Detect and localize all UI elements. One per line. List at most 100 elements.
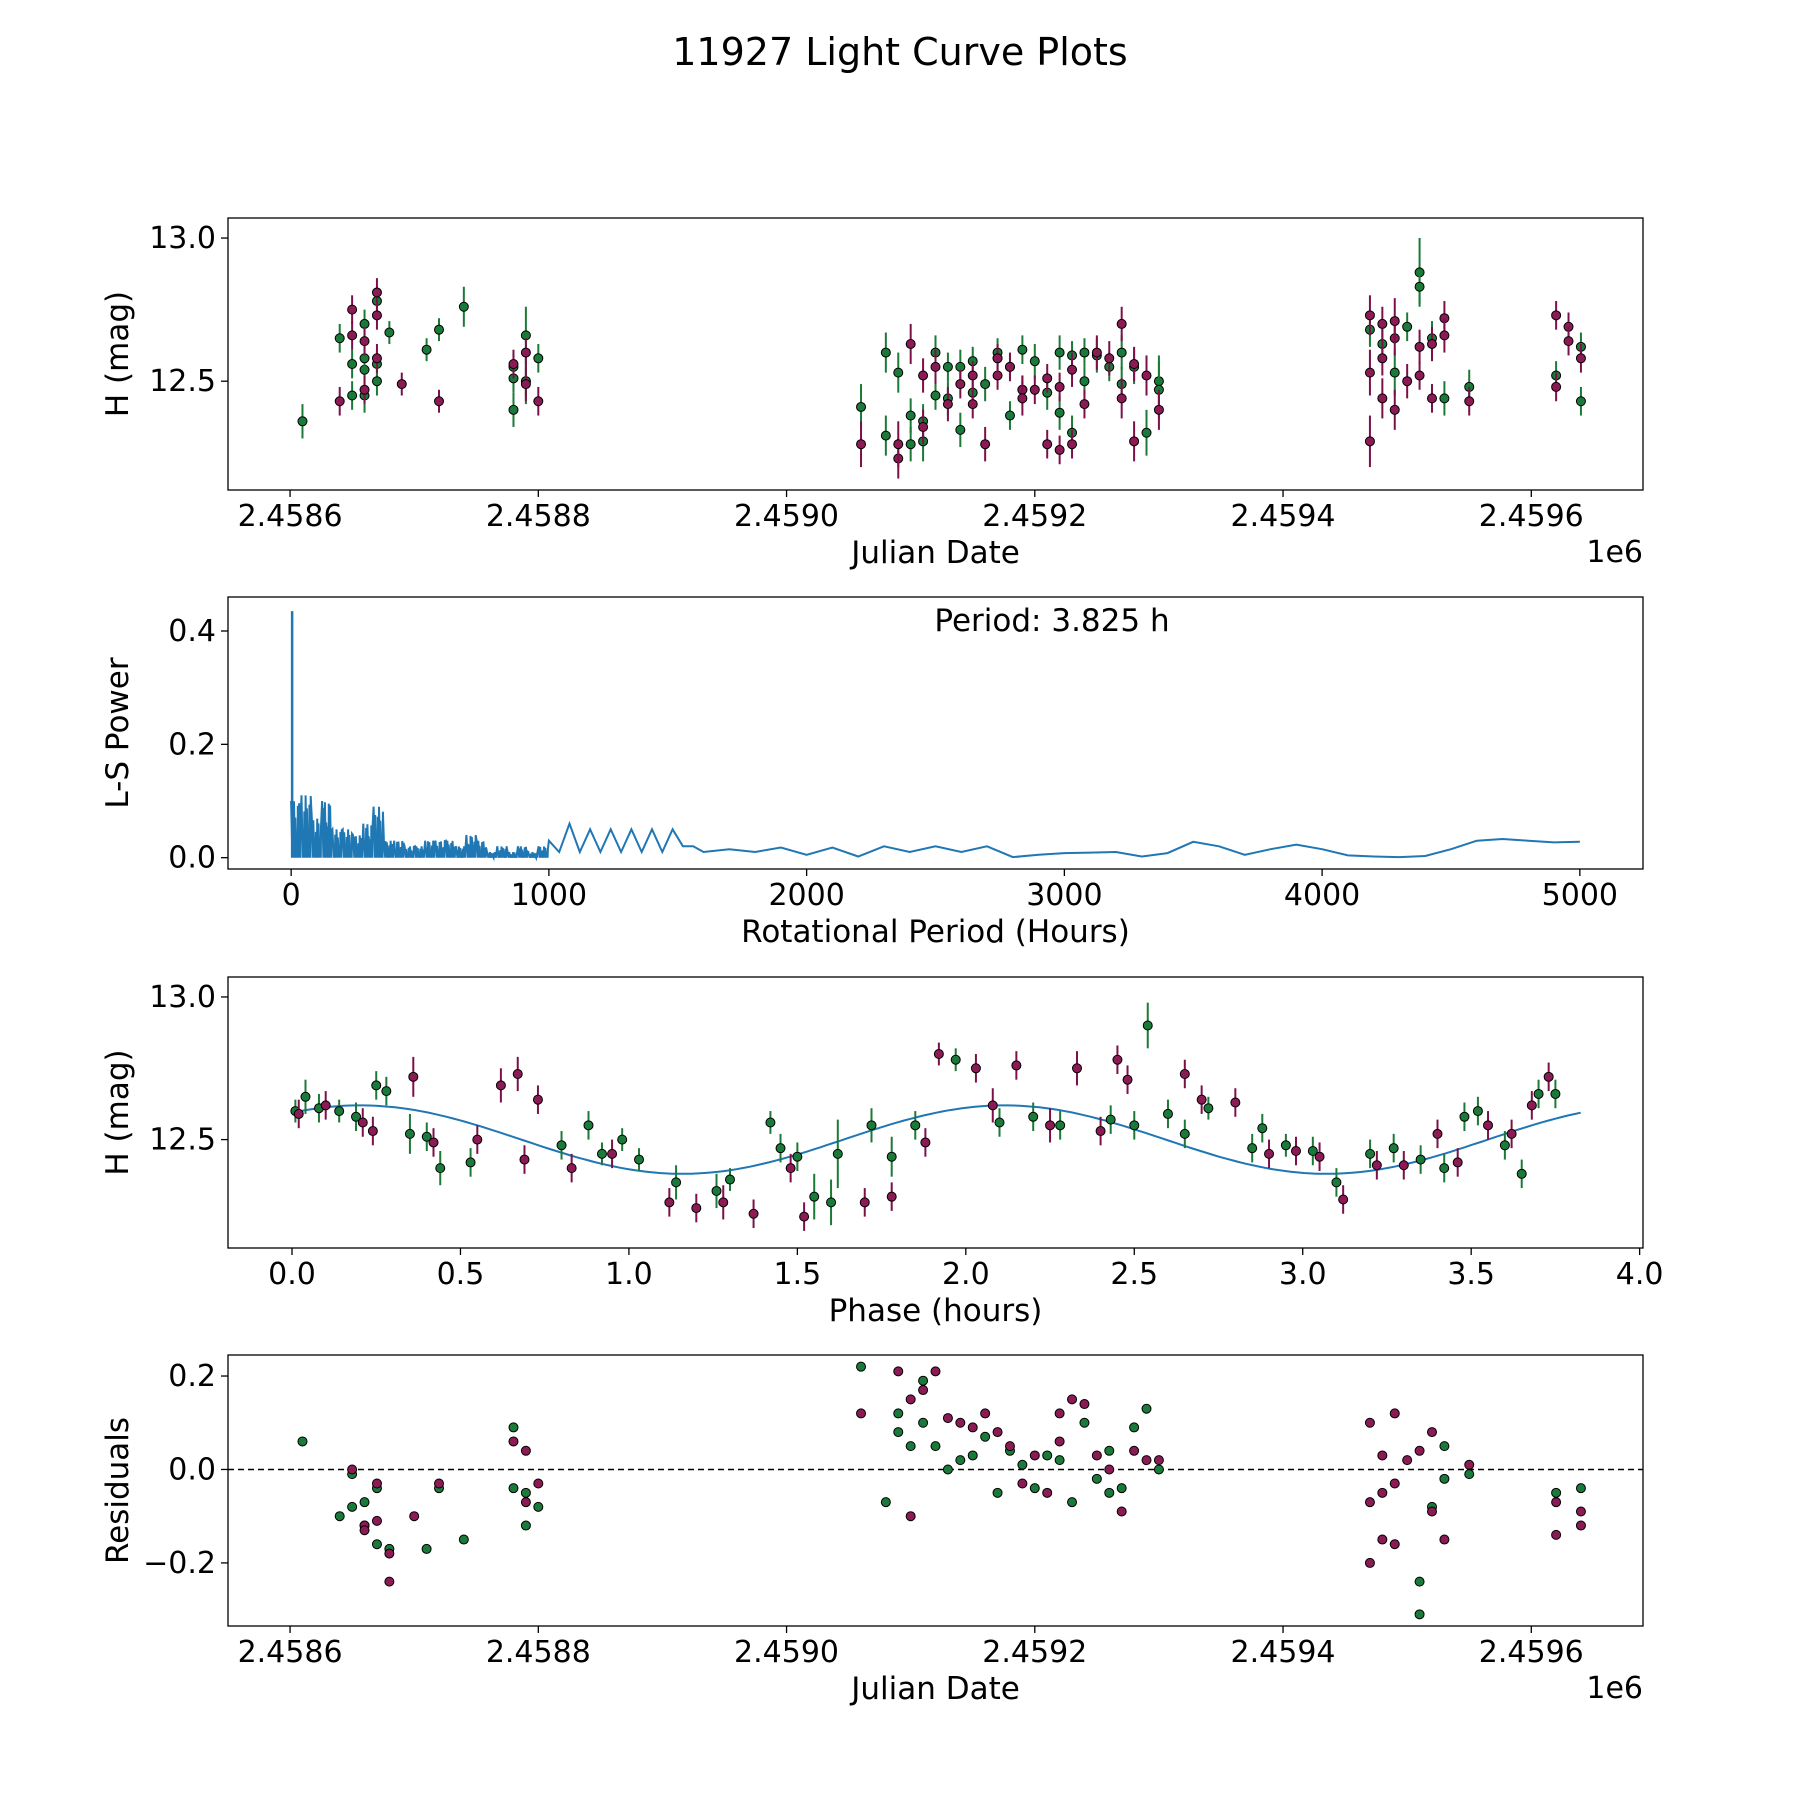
data-point [1459, 1111, 1470, 1122]
data-point [826, 1197, 837, 1208]
data-point [1575, 353, 1586, 364]
data-point [1439, 393, 1450, 404]
data-point [1551, 1487, 1562, 1498]
data-point [1414, 1445, 1425, 1456]
data-point [532, 1094, 543, 1105]
data-point [765, 1117, 776, 1128]
data-point [596, 1148, 607, 1159]
data-point [955, 1455, 966, 1466]
data-point [1551, 1529, 1562, 1540]
x-tick-label: 2.4590 [734, 1635, 839, 1670]
data-point [472, 1134, 483, 1145]
data-point [955, 379, 966, 390]
data-point [980, 439, 991, 450]
data-point [880, 347, 891, 358]
y-axis-label: H (mag) [100, 291, 136, 417]
data-point [942, 361, 953, 372]
data-point [1029, 356, 1040, 367]
data-point [508, 359, 519, 370]
data-point [1045, 1120, 1056, 1131]
data-point [1129, 1120, 1140, 1131]
data-point [1307, 1146, 1318, 1157]
data-point [1377, 393, 1388, 404]
data-point [293, 1108, 304, 1119]
x-tick-label: 5000 [1542, 878, 1618, 913]
data-point [1402, 1455, 1413, 1466]
data-point [1042, 1450, 1053, 1461]
data-point [1575, 1483, 1586, 1494]
data-point [384, 1576, 395, 1587]
data-point [1398, 1160, 1409, 1171]
data-point [1104, 1445, 1115, 1456]
data-point [1364, 436, 1375, 447]
data-point [664, 1197, 675, 1208]
data-point [409, 1511, 420, 1522]
model-curve [291, 1104, 1581, 1175]
data-point [347, 304, 358, 315]
data-point [371, 376, 382, 387]
x-tick-label: 0 [282, 878, 301, 913]
data-point [357, 1117, 368, 1128]
data-point [347, 390, 358, 401]
plot-area [297, 238, 1586, 479]
data-point [520, 1445, 531, 1456]
x-tick-label: 2.4588 [486, 499, 591, 534]
data-point [1414, 341, 1425, 352]
data-point [404, 1128, 415, 1139]
data-point [980, 379, 991, 390]
data-point [421, 1131, 432, 1142]
data-point [1563, 336, 1574, 347]
data-point [785, 1163, 796, 1174]
x-offset-label: 1e6 [1586, 535, 1643, 570]
data-point [1575, 396, 1586, 407]
data-point [1257, 1123, 1268, 1134]
data-point [910, 1120, 921, 1131]
data-point [1439, 1441, 1450, 1452]
data-point [1004, 361, 1015, 372]
data-point [334, 1511, 345, 1522]
data-point [1464, 396, 1475, 407]
data-point [970, 1063, 981, 1074]
y-tick-label: 0.2 [168, 727, 216, 762]
data-point [1067, 1394, 1078, 1405]
data-point [1483, 1120, 1494, 1131]
data-point [533, 353, 544, 364]
data-point [359, 1525, 370, 1536]
data-point [508, 1422, 519, 1433]
data-point [1028, 1111, 1039, 1122]
series-green [297, 1361, 1586, 1620]
data-point [1472, 1106, 1483, 1117]
data-point [396, 379, 407, 390]
data-point [905, 410, 916, 421]
data-point [866, 1120, 877, 1131]
data-point [1331, 1177, 1342, 1188]
data-point [1116, 1506, 1127, 1517]
data-point [384, 1548, 395, 1559]
x-tick-label: 2.4592 [982, 1635, 1087, 1670]
data-point [859, 1197, 870, 1208]
data-point [1464, 1469, 1475, 1480]
data-point [1338, 1194, 1349, 1205]
data-point [1129, 359, 1140, 370]
data-point [1116, 347, 1127, 358]
data-point [1141, 370, 1152, 381]
data-point [856, 1361, 867, 1372]
y-tick-label: 12.5 [149, 1123, 216, 1158]
data-point [556, 1140, 567, 1151]
x-tick-label: 1000 [511, 878, 587, 913]
data-point [1414, 281, 1425, 292]
data-point [1402, 376, 1413, 387]
data-point [634, 1154, 645, 1165]
data-point [1104, 353, 1115, 364]
data-point [1506, 1128, 1517, 1139]
data-point [918, 370, 929, 381]
data-point [1104, 1464, 1115, 1475]
data-point [967, 370, 978, 381]
data-point [1054, 347, 1065, 358]
period-annotation: Period: 3.825 h [934, 603, 1169, 639]
data-point [880, 430, 891, 441]
data-point [381, 1086, 392, 1097]
data-point [371, 1515, 382, 1526]
data-point [1264, 1148, 1275, 1159]
data-point [905, 1441, 916, 1452]
